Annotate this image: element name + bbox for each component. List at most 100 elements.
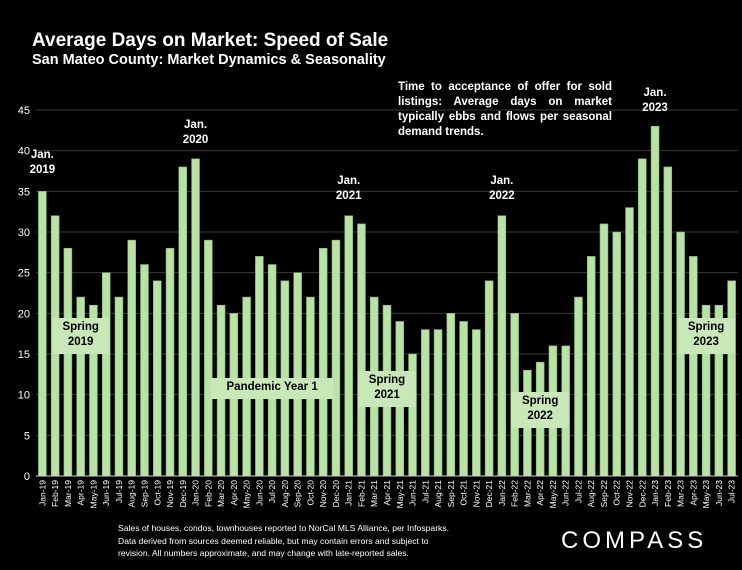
annotation-label: Spring (522, 395, 558, 407)
x-tick-label: Dec-20 (331, 480, 341, 508)
bar (318, 247, 328, 477)
x-tick-label: Sep-19 (139, 480, 149, 508)
x-tick-label: Apr-19 (76, 480, 86, 506)
x-tick-label: Sep-20 (293, 480, 303, 508)
annotation-label: Spring (369, 374, 405, 386)
y-tick-label: 25 (18, 268, 30, 280)
x-tick-label: Jul-21 (420, 480, 430, 503)
x-tick-label: Apr-23 (688, 480, 698, 506)
bar (727, 280, 736, 477)
bar (101, 272, 111, 477)
x-tick-label: Jan-19 (37, 480, 47, 506)
bar (344, 215, 353, 477)
x-tick-label: Jun-19 (101, 480, 111, 506)
bar (331, 239, 341, 477)
annotation-label: Jan. (490, 175, 513, 187)
bar (255, 256, 264, 477)
bar (191, 158, 200, 477)
y-tick-label: 10 (18, 390, 30, 402)
x-tick-label: Oct-22 (612, 480, 622, 506)
x-tick-label: Apr-22 (535, 480, 545, 506)
x-tick-label: Feb-21 (356, 480, 366, 507)
bar (574, 296, 583, 477)
annotation-label: Spring (62, 321, 98, 333)
annotation-box (358, 371, 416, 407)
bar (650, 125, 660, 477)
annotation-label: 2019 (68, 336, 94, 348)
x-tick-label: Apr-21 (382, 480, 392, 506)
annotation-label: Jan. (184, 119, 207, 131)
y-tick-label: 15 (18, 349, 30, 361)
x-tick-label: Jan-23 (650, 480, 660, 506)
x-tick-label: Feb-19 (50, 480, 60, 507)
x-tick-label: Nov-19 (165, 480, 175, 508)
x-tick-label: Jul-22 (573, 480, 583, 503)
x-tick-label: Oct-21 (459, 480, 469, 506)
x-tick-label: Jun-23 (714, 480, 724, 506)
bar (472, 329, 481, 477)
x-tick-label: Jun-22 (561, 480, 571, 506)
bar (114, 296, 124, 477)
x-tick-label: Jan-21 (344, 480, 354, 506)
annotation-box (52, 318, 110, 354)
x-tick-label: Jun-20 (254, 480, 264, 506)
x-tick-label: Feb-23 (663, 480, 673, 507)
bar (152, 280, 162, 477)
bar (599, 223, 609, 477)
annotation-label: Pandemic Year 1 (227, 381, 319, 393)
x-tick-label: Nov-22 (625, 480, 635, 508)
annotation-label: Jan. (644, 87, 667, 99)
x-tick-label: Dec-21 (484, 480, 494, 508)
bar (127, 239, 136, 477)
annotation-label: Spring (688, 321, 724, 333)
x-tick-label: Jan-20 (191, 480, 201, 506)
x-tick-label: May-23 (701, 480, 711, 509)
x-tick-label: Oct-20 (305, 480, 315, 506)
y-tick-label: 5 (24, 430, 30, 442)
footnote-line: Sales of houses, condos, townhouses repo… (118, 523, 450, 533)
x-tick-label: Feb-20 (203, 480, 213, 507)
bar (357, 223, 366, 477)
y-tick-label: 45 (18, 105, 30, 117)
x-tick-label: Jul-20 (267, 480, 277, 503)
x-tick-label: Jul-19 (114, 480, 124, 503)
x-tick-label: Mar-19 (63, 480, 73, 507)
footnote: Sales of houses, condos, townhouses repo… (118, 522, 518, 560)
bar (165, 247, 175, 477)
bar (586, 256, 596, 477)
bar (178, 166, 188, 477)
y-tick-label: 40 (18, 146, 30, 158)
annotation-box (677, 318, 735, 354)
x-tick-label: Nov-21 (471, 480, 481, 508)
annotation-label: Jan. (337, 175, 360, 187)
x-tick-label: Feb-22 (510, 480, 520, 507)
x-tick-label: Nov-20 (318, 480, 328, 508)
x-tick-label: Apr-20 (229, 480, 239, 506)
x-tick-label: May-21 (395, 480, 405, 509)
bar (484, 280, 494, 477)
bar (459, 321, 468, 477)
x-tick-label: Dec-22 (637, 480, 647, 508)
bar (663, 166, 673, 477)
y-tick-label: 0 (24, 471, 30, 483)
x-tick-label: May-22 (548, 480, 558, 509)
annotation-label: 2020 (183, 134, 209, 146)
x-tick-label: Mar-21 (369, 480, 379, 507)
annotation-label: 2021 (336, 190, 362, 202)
chart-note: Time to acceptance of offer for sold lis… (398, 81, 612, 138)
chart-subtitle: San Mateo County: Market Dynamics & Seas… (32, 52, 386, 68)
y-tick-label: 35 (18, 186, 30, 198)
x-tick-label: Mar-20 (216, 480, 226, 507)
bar (140, 264, 149, 477)
bar (267, 264, 277, 477)
annotation-box (211, 378, 334, 399)
x-tick-label: Aug-22 (586, 480, 596, 508)
x-tick-label: Jun-21 (408, 480, 418, 506)
x-tick-label: Jul-23 (727, 480, 737, 503)
annotation-label: 2019 (30, 164, 56, 176)
bar (497, 215, 507, 477)
x-tick-label: Aug-20 (280, 480, 290, 508)
x-tick-label: Sep-21 (446, 480, 456, 508)
annotation-label: 2023 (642, 102, 668, 114)
